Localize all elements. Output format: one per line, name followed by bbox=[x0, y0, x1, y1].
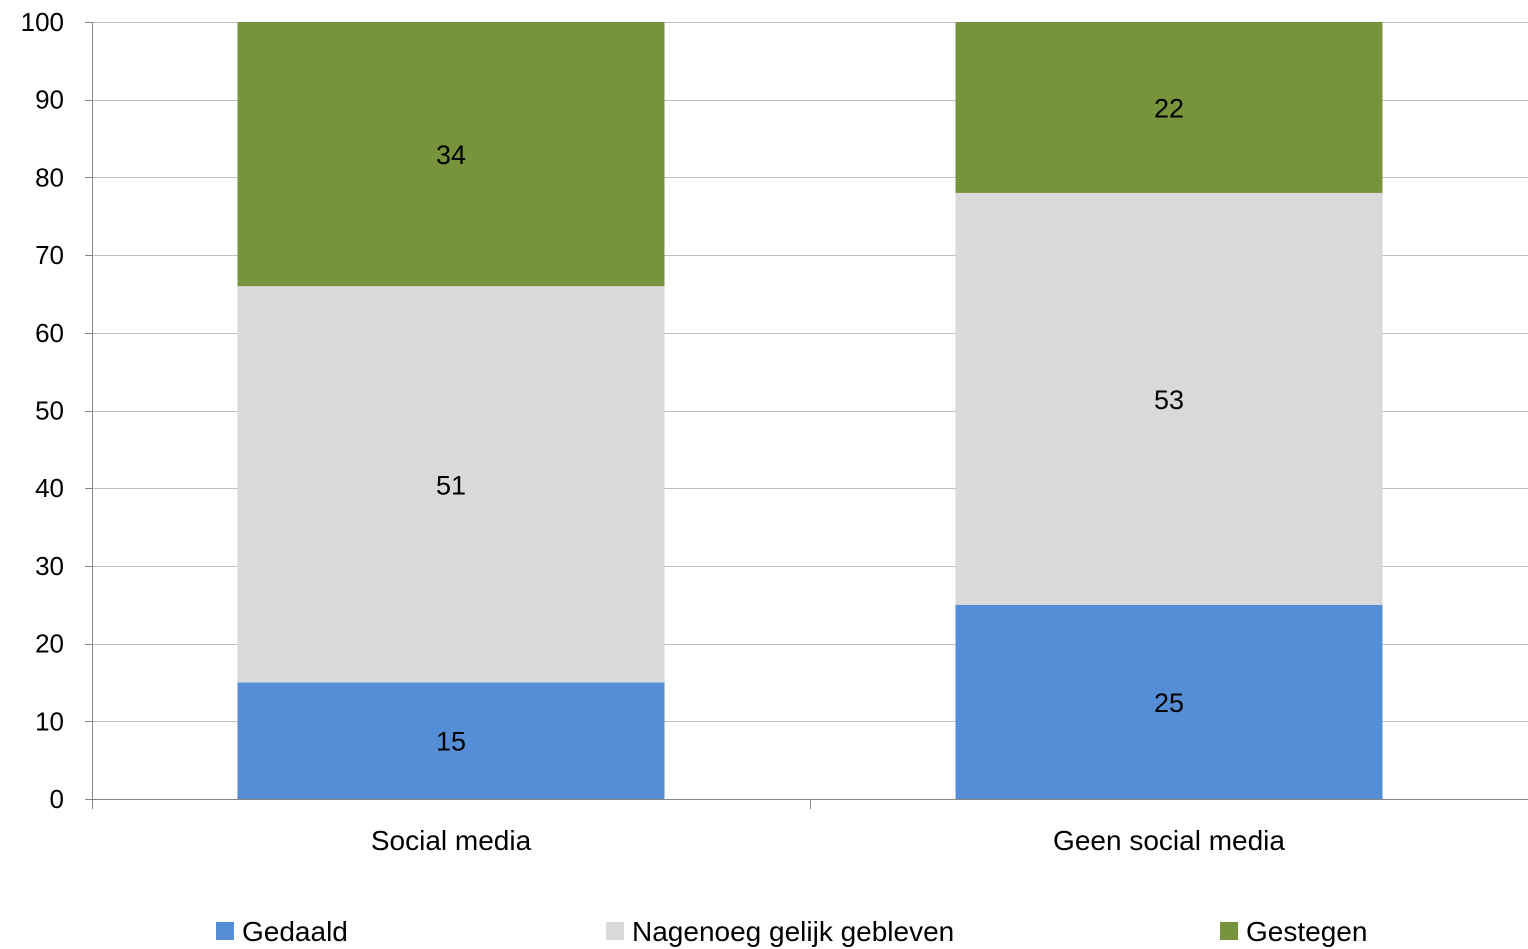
bar-segment bbox=[955, 604, 1383, 799]
data-label: 25 bbox=[1154, 688, 1184, 718]
x-axis-labels: Social media Geen social media bbox=[371, 825, 1286, 856]
data-label: 53 bbox=[1154, 385, 1184, 415]
data-label: 22 bbox=[1154, 93, 1184, 123]
legend-label: Gedaald bbox=[242, 916, 348, 947]
legend-swatch bbox=[216, 922, 234, 940]
bars bbox=[237, 22, 1383, 799]
y-tick-label: 30 bbox=[35, 551, 64, 581]
data-label: 34 bbox=[436, 140, 466, 170]
data-labels: 15 51 34 25 53 22 bbox=[436, 93, 1184, 756]
legend: Gedaald Nagenoeg gelijk gebleven Gestegen bbox=[216, 916, 1367, 947]
bar-segment bbox=[237, 682, 665, 799]
y-tick-label: 70 bbox=[35, 240, 64, 270]
axes bbox=[92, 22, 1528, 809]
bar-segment bbox=[237, 286, 665, 683]
x-category-label: Geen social media bbox=[1053, 825, 1285, 856]
bar-segment bbox=[237, 22, 665, 287]
bar-segment bbox=[955, 192, 1383, 605]
data-label: 51 bbox=[436, 470, 466, 500]
y-tick-label: 90 bbox=[35, 85, 64, 115]
y-tick-label: 40 bbox=[35, 473, 64, 503]
data-label: 15 bbox=[436, 727, 466, 757]
y-tick-label: 0 bbox=[50, 784, 64, 814]
x-category-label: Social media bbox=[371, 825, 532, 856]
y-tick-label: 60 bbox=[35, 318, 64, 348]
y-axis-ticks: 0 10 20 30 40 50 60 70 80 90 100 bbox=[21, 7, 92, 814]
y-tick-label: 50 bbox=[35, 396, 64, 426]
bar-segment bbox=[955, 22, 1383, 193]
legend-label: Gestegen bbox=[1246, 916, 1367, 947]
y-tick-label: 20 bbox=[35, 629, 64, 659]
legend-swatch bbox=[1220, 922, 1238, 940]
legend-label: Nagenoeg gelijk gebleven bbox=[632, 916, 954, 947]
y-tick-label: 10 bbox=[35, 706, 64, 736]
y-tick-label: 100 bbox=[21, 7, 64, 37]
legend-swatch bbox=[606, 922, 624, 940]
y-tick-label: 80 bbox=[35, 162, 64, 192]
